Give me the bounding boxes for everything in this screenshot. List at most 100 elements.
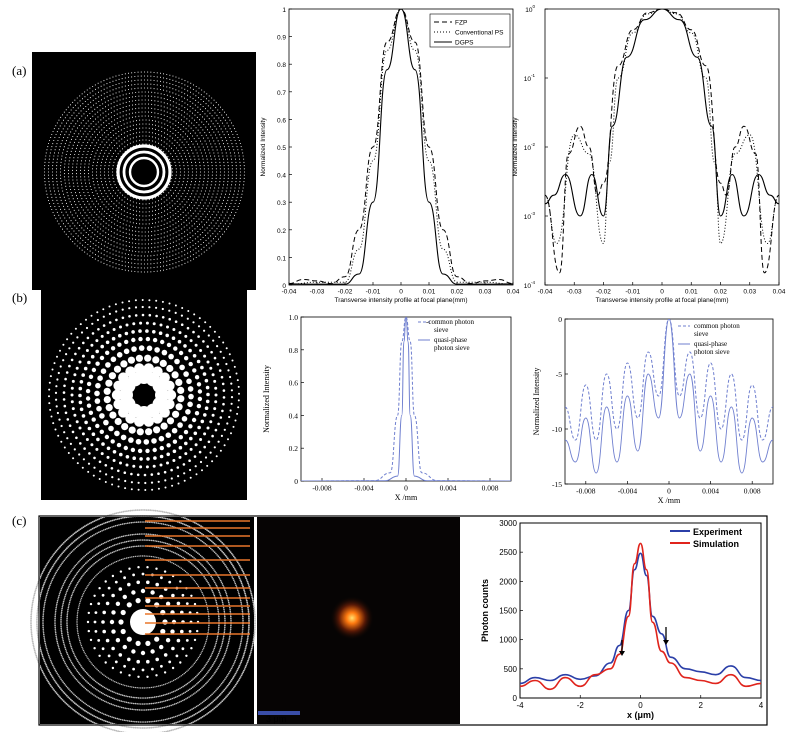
photon-sieve-pattern-hole: [104, 464, 108, 467]
dgps-dot: [138, 539, 140, 541]
dgps-dot: [219, 579, 222, 582]
dgps-dot: [97, 682, 100, 685]
fzp-pattern-dot-ring: [104, 131, 185, 213]
dgps-dot: [54, 631, 57, 634]
dgps-hole: [97, 602, 101, 605]
dgps-hole: [111, 646, 115, 651]
dgps-dot: [181, 719, 184, 722]
dgps-dot: [192, 564, 194, 566]
dgps-hole: [101, 593, 105, 597]
dgps-dot: [107, 715, 110, 717]
photon-sieve-pattern-hole: [125, 413, 136, 424]
dgps-hole: [155, 657, 159, 662]
photon-sieve-pattern-hole: [124, 487, 127, 490]
dgps-dot: [226, 594, 228, 597]
dgps-dot: [99, 571, 101, 573]
photon-sieve-pattern-hole: [168, 353, 174, 360]
dgps-dot: [103, 522, 105, 525]
dgps-dot: [187, 518, 190, 521]
dgps-dot: [244, 649, 247, 652]
dgps-dot: [216, 635, 219, 638]
dgps-dot: [85, 587, 87, 590]
dgps-dot: [42, 610, 45, 612]
dgps-dot: [120, 517, 123, 520]
dgps-dot: [93, 534, 95, 536]
dgps-dot: [166, 699, 169, 702]
dgps-dot: [99, 523, 102, 526]
dgps-dot: [206, 537, 209, 539]
dgps-dot: [156, 540, 158, 542]
photon-sieve-pattern-hole: [158, 331, 163, 336]
chart-a-linear-ytick-label: 0.1: [277, 255, 286, 262]
dgps-hole: [185, 654, 188, 657]
dgps-dot: [224, 563, 226, 566]
dgps-dot: [31, 637, 34, 639]
dgps-dot: [84, 589, 86, 591]
photon-sieve-pattern-hole: [138, 336, 143, 342]
photon-sieve-pattern-hole: [215, 455, 218, 458]
photon-sieve-pattern-hole: [164, 479, 167, 482]
dgps-dot: [170, 512, 173, 515]
dgps-dot: [92, 577, 95, 580]
photon-sieve-pattern-hole: [87, 426, 92, 431]
dgps-dot: [53, 689, 56, 692]
dgps-dot: [118, 542, 121, 545]
photon-sieve-pattern-hole: [134, 299, 137, 302]
dgps-dot: [241, 606, 243, 609]
dgps-dot: [100, 698, 103, 701]
arrow-head-0: [619, 651, 625, 656]
dgps-hole: [163, 570, 167, 573]
dgps-dot: [57, 646, 60, 648]
dgps-dot: [91, 527, 94, 530]
dgps-dot: [84, 653, 86, 655]
dgps-dot: [252, 603, 255, 605]
photon-sieve-pattern-hole: [157, 487, 160, 490]
dgps-dot: [213, 542, 216, 545]
dgps-dot: [156, 702, 158, 704]
dgps-dot: [66, 576, 68, 579]
dgps-dot: [90, 557, 92, 560]
dgps-dot: [229, 606, 231, 609]
photon-sieve-pattern-hole: [111, 476, 114, 479]
dgps-dot: [45, 663, 47, 666]
dgps-dot: [119, 523, 122, 526]
dgps-dot: [36, 616, 38, 619]
dgps-dot: [182, 568, 184, 570]
dgps-dot: [161, 516, 164, 519]
dgps-dot: [94, 695, 97, 697]
dgps-dot: [210, 575, 212, 578]
dgps-dot: [161, 541, 163, 544]
dgps-dot: [171, 550, 173, 553]
dgps-dot: [169, 692, 171, 694]
dgps-dot: [67, 608, 69, 611]
dgps-dot: [218, 576, 220, 579]
chart-c-photons-xtick-label: 2: [699, 701, 704, 710]
dgps-dot: [82, 677, 85, 679]
photon-sieve-pattern-hole: [173, 346, 178, 351]
photon-sieve-pattern-hole: [174, 358, 180, 365]
photon-sieve-pattern-hole: [194, 443, 198, 447]
dgps-dot: [169, 717, 172, 719]
photon-sieve-pattern-hole: [196, 359, 201, 364]
dgps-dot: [178, 521, 181, 524]
dgps-dot: [36, 623, 38, 626]
dgps-dot: [66, 626, 68, 629]
dgps-dot: [84, 525, 86, 528]
dgps-dot: [124, 541, 126, 543]
photon-sieve-pattern-hole: [161, 349, 168, 356]
dgps-dot: [185, 524, 188, 527]
dgps-hole: [160, 664, 163, 668]
dgps-dot: [69, 706, 72, 709]
dgps-dot: [74, 694, 76, 697]
dgps-dot: [139, 721, 142, 723]
dgps-dot: [215, 599, 217, 602]
photon-sieve-pattern-hole: [237, 406, 240, 409]
dgps-dot: [54, 561, 57, 563]
dgps-dot: [226, 684, 229, 687]
dgps-dot: [182, 685, 184, 688]
dgps-dot: [186, 531, 188, 534]
dgps-dot: [104, 528, 107, 531]
dgps-dot: [245, 642, 248, 645]
dgps-dot: [90, 580, 92, 582]
dgps-dot: [222, 606, 225, 609]
